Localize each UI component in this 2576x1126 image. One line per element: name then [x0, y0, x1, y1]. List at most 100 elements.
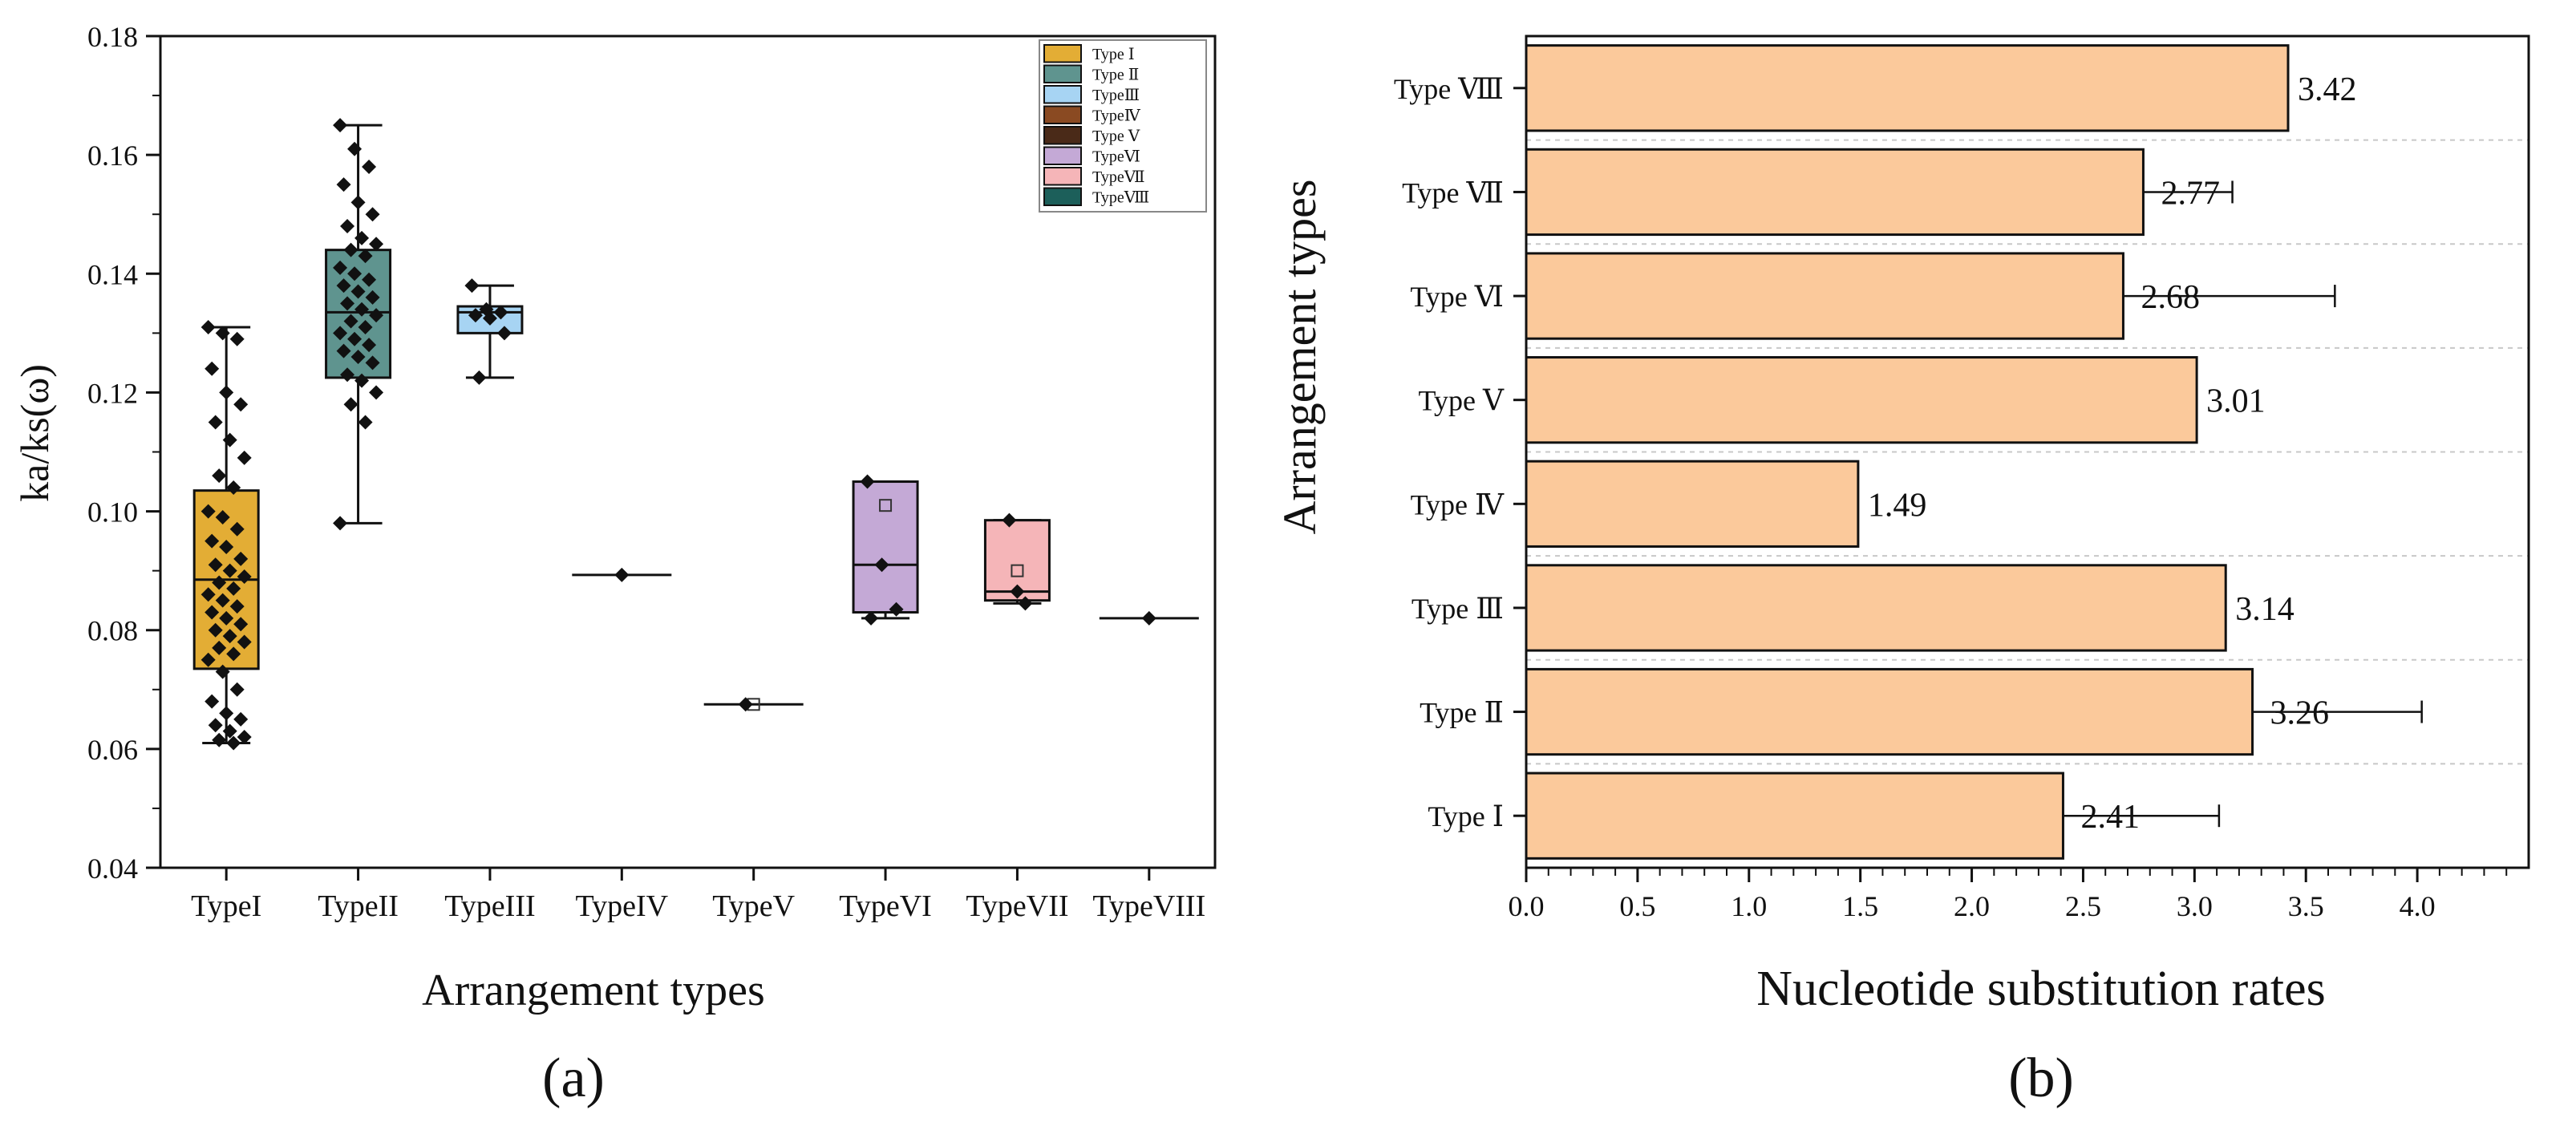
legend-label: TypeⅢ: [1092, 87, 1140, 104]
panel-a: 0.04 0.06 0.08 0.10 0.12 0.14 0.16 0.18 TypeI Ty…: [12, 21, 1217, 1109]
x-tick-label: 2.0: [1954, 890, 1990, 922]
x-tick-label: 2.5: [2065, 890, 2101, 922]
panel-a-legend: Type Ⅰ Type Ⅱ TypeⅢ TypeⅣ Type Ⅴ TypeⅥ TypeⅦ Ty…: [1039, 39, 1207, 213]
data-point: [1002, 512, 1017, 528]
data-point: [226, 735, 241, 751]
data-point: [205, 605, 220, 620]
data-point: [215, 326, 230, 341]
data-point: [333, 118, 348, 133]
y-tick-label: Type Ⅲ: [1412, 593, 1504, 625]
data-point: [333, 260, 348, 275]
x-tick-label: TypeVIII: [1092, 889, 1205, 923]
mean-marker: [879, 499, 893, 512]
x-tick-label: 1.5: [1842, 890, 1878, 922]
y-tick-label: 0.04: [87, 853, 138, 885]
x-tick-label: TypeVII: [966, 889, 1068, 923]
data-point: [233, 711, 249, 727]
data-point: [212, 468, 227, 484]
panel-b-caption: (b): [2008, 1047, 2074, 1109]
bar-value-label: 1.49: [1868, 487, 1927, 524]
bar-value-label: 2.68: [2141, 279, 2200, 316]
legend-swatch: [1043, 146, 1082, 165]
data-point: [472, 370, 487, 385]
x-tick-label: 1.0: [1731, 890, 1767, 922]
legend-label: TypeⅥ: [1092, 148, 1140, 166]
data-point: [1018, 596, 1033, 611]
data-point: [226, 480, 241, 495]
x-tick-label: TypeI: [191, 889, 261, 923]
data-point: [358, 415, 373, 430]
box-iqr: [983, 519, 1051, 602]
y-tick-label: 0.12: [87, 377, 138, 409]
legend-label: TypeⅧ: [1092, 189, 1149, 207]
bar-value-label: 2.77: [2161, 175, 2220, 212]
y-tick-label: 0.06: [87, 734, 138, 766]
bar-value-label: 3.42: [2298, 71, 2357, 108]
y-tick-label: 0.08: [87, 615, 138, 647]
data-point: [864, 610, 879, 626]
bar: [1525, 460, 1860, 548]
panel-a-boxes: [192, 124, 1199, 744]
data-point: [369, 237, 384, 252]
y-tick-label: Type Ⅳ: [1411, 488, 1505, 520]
data-point: [208, 415, 223, 430]
x-tick-label: 3.0: [2177, 890, 2213, 922]
panel-b-x-axis: 0.0 0.5 1.0 1.5 2.0 2.5 3.0 3.5 4.0: [1509, 868, 2508, 922]
y-tick-label: Type Ⅵ: [1410, 281, 1504, 313]
data-point: [237, 634, 252, 650]
x-tick-label: TypeIV: [576, 889, 669, 923]
legend-swatch: [1043, 126, 1082, 145]
data-point: [229, 682, 245, 697]
data-point: [208, 622, 223, 638]
data-point: [496, 326, 512, 341]
box-iqr: [852, 480, 919, 614]
data-point: [237, 450, 252, 465]
data-point: [200, 652, 216, 667]
bar: [1525, 356, 2198, 444]
data-point: [365, 207, 380, 222]
data-point: [354, 302, 370, 317]
x-tick-label: 0.5: [1619, 890, 1655, 922]
legend-label: Type Ⅱ: [1092, 67, 1139, 84]
y-tick-label: Type Ⅶ: [1402, 176, 1504, 209]
data-point: [468, 308, 483, 323]
data-point: [333, 516, 348, 531]
bar-value-label: 3.26: [2270, 695, 2330, 732]
data-point: [343, 242, 358, 257]
y-tick-label: 0.16: [87, 140, 138, 172]
data-point: [212, 732, 227, 747]
legend-label: Type Ⅴ: [1092, 128, 1140, 145]
data-point: [233, 397, 249, 412]
data-point: [333, 326, 348, 341]
y-tick-label: 0.10: [87, 496, 138, 529]
data-point: [205, 533, 220, 549]
y-tick-label: Type Ⅴ: [1419, 385, 1505, 417]
y-tick-label: Type Ⅰ: [1428, 800, 1504, 832]
panel-b-y-axis: Type Ⅷ Type Ⅶ Type Ⅵ Type Ⅴ Type Ⅳ Type Ⅲ Type…: [1394, 73, 1526, 832]
data-point: [350, 284, 366, 299]
panel-a-y-label: ka/ks(ω): [12, 364, 57, 502]
data-point: [222, 629, 237, 644]
legend-swatch: [1043, 187, 1082, 206]
y-tick-label: 0.18: [87, 21, 138, 53]
bar-value-label: 3.14: [2235, 591, 2295, 628]
bar: [1525, 252, 2124, 340]
panel-a-points: [200, 118, 1156, 751]
bar-value-label: 3.01: [2206, 383, 2266, 420]
data-point: [219, 610, 234, 626]
legend-label: TypeⅣ: [1092, 107, 1141, 125]
bar: [1525, 772, 2064, 860]
data-point: [1010, 584, 1025, 599]
data-point: [369, 308, 384, 323]
data-point: [233, 617, 249, 632]
data-point: [237, 730, 252, 745]
data-point: [362, 159, 377, 174]
x-tick-label: 4.0: [2400, 890, 2436, 922]
data-point: [336, 278, 351, 294]
data-point: [889, 601, 904, 617]
data-point: [222, 432, 237, 448]
y-tick-label: 0.14: [87, 258, 138, 290]
bar: [1525, 667, 2254, 756]
panel-a-y-axis: 0.04 0.06 0.08 0.10 0.12 0.14 0.16 0.18: [87, 21, 160, 885]
